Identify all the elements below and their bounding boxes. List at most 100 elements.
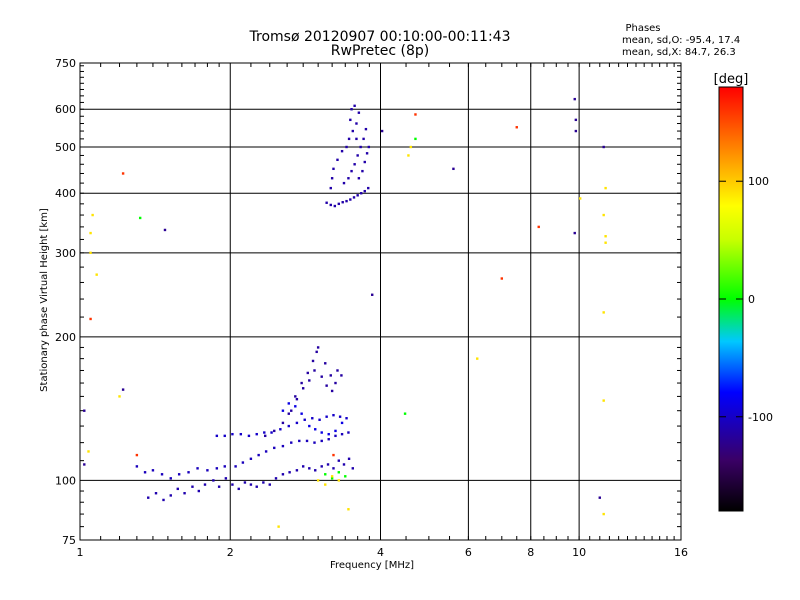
data-point <box>294 405 297 408</box>
data-point <box>325 201 328 204</box>
data-point <box>337 471 341 474</box>
data-point <box>301 387 305 390</box>
colorbar-ticks: 100 0 -100 <box>719 175 773 424</box>
data-point <box>223 434 226 438</box>
data-point <box>347 177 350 180</box>
data-point <box>602 512 605 516</box>
data-point <box>380 129 384 133</box>
data-point <box>452 167 455 171</box>
data-point <box>83 409 86 412</box>
data-point <box>243 481 247 484</box>
data-point <box>329 203 332 207</box>
data-point <box>305 439 309 443</box>
data-point <box>320 431 323 434</box>
data-point <box>163 228 167 232</box>
data-point <box>147 496 150 499</box>
data-point <box>604 235 607 238</box>
data-point <box>169 494 172 497</box>
data-point <box>333 204 337 208</box>
x-axis-label: Frequency [MHz] <box>330 560 414 571</box>
data-point <box>320 439 323 443</box>
data-point <box>303 418 306 421</box>
data-point <box>308 424 311 428</box>
data-point <box>257 453 260 457</box>
data-point <box>327 438 330 441</box>
x-tick-label: 2 <box>227 546 234 559</box>
data-point <box>342 463 346 466</box>
data-point <box>247 434 251 438</box>
data-point <box>135 465 139 468</box>
y-tick-label: 750 <box>55 57 76 70</box>
y-axis-ticks: 75 100 200 300 400 500 600 750 <box>55 57 76 547</box>
data-point <box>89 317 92 321</box>
data-point <box>326 463 330 466</box>
data-point <box>87 450 90 453</box>
data-point <box>223 465 226 468</box>
data-point <box>215 434 219 438</box>
data-point <box>279 428 282 431</box>
data-point <box>602 311 605 314</box>
data-point <box>407 154 410 157</box>
data-point <box>332 453 335 457</box>
data-point <box>360 192 363 195</box>
data-point <box>329 186 332 190</box>
data-point <box>264 450 268 453</box>
data-point <box>350 108 353 111</box>
data-point <box>320 375 323 378</box>
data-point <box>350 169 353 173</box>
data-point <box>342 181 346 185</box>
data-point <box>500 277 504 280</box>
data-point <box>249 483 253 486</box>
data-point <box>203 483 207 486</box>
data-point <box>135 453 139 457</box>
data-point <box>340 421 344 425</box>
data-point <box>337 459 341 462</box>
data-point <box>604 186 607 190</box>
data-point <box>295 397 299 401</box>
data-point <box>162 498 165 502</box>
data-point <box>295 469 299 472</box>
data-point <box>89 231 92 235</box>
data-point <box>231 483 234 486</box>
data-point <box>306 371 309 375</box>
y-axis-label: Stationary phase Virtual Height [km] <box>39 208 50 392</box>
data-point <box>154 492 158 495</box>
x-tick-label: 4 <box>377 546 384 559</box>
data-point <box>338 415 342 418</box>
y-tick-label: 200 <box>55 331 76 344</box>
data-point <box>347 137 351 141</box>
data-point <box>143 471 147 474</box>
y-tick-label: 100 <box>55 474 76 487</box>
colorbar-tick-label: -100 <box>748 411 773 424</box>
data-point <box>574 129 578 133</box>
data-point <box>160 473 164 476</box>
data-point <box>294 395 297 398</box>
data-point <box>336 369 339 372</box>
data-point <box>334 429 337 433</box>
data-point <box>281 409 285 412</box>
data-point <box>332 413 335 417</box>
data-point <box>604 241 607 244</box>
data-point <box>345 417 348 420</box>
y-tick-label: 400 <box>55 187 76 200</box>
data-point <box>347 508 350 511</box>
data-point <box>340 149 344 153</box>
data-point <box>330 475 334 478</box>
data-point <box>364 127 368 131</box>
data-point <box>579 197 582 200</box>
data-point <box>602 399 605 402</box>
data-point <box>344 475 347 478</box>
data-point <box>314 428 317 431</box>
data-point <box>316 346 320 349</box>
data-point <box>315 350 318 354</box>
data-point <box>334 381 337 385</box>
data-point <box>574 118 578 122</box>
x-axis-ticks: 1 2 4 6 8 10 16 <box>77 546 689 559</box>
y-tick-label: 500 <box>55 141 76 154</box>
phase-line-o: mean, sd,O: -95.4, 17.4 <box>622 35 740 46</box>
data-point <box>345 199 348 203</box>
data-point <box>313 441 316 444</box>
data-point <box>330 177 334 180</box>
data-point <box>151 469 155 472</box>
data-point <box>349 118 352 122</box>
